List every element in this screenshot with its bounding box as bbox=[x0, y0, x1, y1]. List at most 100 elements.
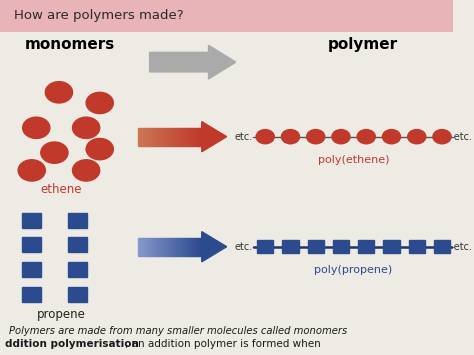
Bar bbox=[68, 262, 87, 277]
Circle shape bbox=[41, 142, 68, 163]
Circle shape bbox=[383, 130, 401, 144]
Polygon shape bbox=[169, 128, 170, 146]
Polygon shape bbox=[199, 238, 200, 256]
Bar bbox=[333, 240, 349, 253]
Bar bbox=[22, 287, 41, 302]
Polygon shape bbox=[144, 238, 145, 256]
Polygon shape bbox=[152, 238, 153, 256]
Circle shape bbox=[332, 130, 350, 144]
Polygon shape bbox=[184, 238, 185, 256]
Circle shape bbox=[433, 130, 451, 144]
Circle shape bbox=[408, 130, 426, 144]
Polygon shape bbox=[182, 128, 184, 146]
Polygon shape bbox=[155, 128, 156, 146]
Polygon shape bbox=[187, 128, 188, 146]
Polygon shape bbox=[164, 128, 165, 146]
Polygon shape bbox=[196, 128, 198, 146]
Polygon shape bbox=[161, 238, 162, 256]
Polygon shape bbox=[165, 128, 166, 146]
Polygon shape bbox=[172, 238, 173, 256]
Polygon shape bbox=[149, 238, 150, 256]
Polygon shape bbox=[140, 238, 141, 256]
Polygon shape bbox=[181, 128, 182, 146]
Polygon shape bbox=[198, 128, 199, 146]
Polygon shape bbox=[200, 238, 201, 256]
Polygon shape bbox=[170, 238, 171, 256]
Polygon shape bbox=[153, 238, 154, 256]
Polygon shape bbox=[151, 128, 152, 146]
Polygon shape bbox=[146, 238, 147, 256]
Polygon shape bbox=[177, 238, 179, 256]
Polygon shape bbox=[145, 128, 146, 146]
Polygon shape bbox=[159, 238, 161, 256]
Circle shape bbox=[18, 160, 46, 181]
Circle shape bbox=[73, 117, 100, 138]
Polygon shape bbox=[154, 128, 155, 146]
Polygon shape bbox=[163, 238, 164, 256]
Circle shape bbox=[86, 92, 113, 114]
Polygon shape bbox=[195, 238, 196, 256]
Polygon shape bbox=[138, 128, 139, 146]
Polygon shape bbox=[171, 128, 172, 146]
Polygon shape bbox=[149, 128, 150, 146]
Polygon shape bbox=[155, 238, 156, 256]
Circle shape bbox=[307, 130, 325, 144]
Text: ethene: ethene bbox=[40, 184, 82, 196]
Polygon shape bbox=[191, 128, 192, 146]
Polygon shape bbox=[201, 238, 202, 256]
Text: etc.—: etc.— bbox=[235, 242, 263, 252]
Text: —etc.: —etc. bbox=[444, 242, 472, 252]
Polygon shape bbox=[188, 238, 189, 256]
Polygon shape bbox=[172, 128, 173, 146]
Polygon shape bbox=[175, 128, 176, 146]
Polygon shape bbox=[192, 128, 193, 146]
Polygon shape bbox=[171, 238, 172, 256]
Bar bbox=[434, 240, 450, 253]
Polygon shape bbox=[177, 128, 179, 146]
Polygon shape bbox=[186, 128, 187, 146]
Polygon shape bbox=[157, 238, 158, 256]
Polygon shape bbox=[165, 238, 166, 256]
Bar bbox=[283, 240, 299, 253]
Polygon shape bbox=[198, 238, 199, 256]
Polygon shape bbox=[168, 238, 169, 256]
Polygon shape bbox=[169, 238, 170, 256]
Polygon shape bbox=[193, 128, 194, 146]
Text: monomers: monomers bbox=[25, 37, 115, 52]
Polygon shape bbox=[173, 128, 174, 146]
Bar bbox=[383, 240, 400, 253]
Circle shape bbox=[282, 130, 300, 144]
Polygon shape bbox=[201, 128, 202, 146]
Text: ddition polymerisation: ddition polymerisation bbox=[5, 339, 138, 349]
Text: poly(propene): poly(propene) bbox=[314, 265, 393, 275]
Bar bbox=[22, 237, 41, 252]
Text: etc.—: etc.— bbox=[235, 132, 263, 142]
Polygon shape bbox=[141, 128, 143, 146]
Text: —etc.: —etc. bbox=[444, 132, 472, 142]
Polygon shape bbox=[158, 128, 159, 146]
Polygon shape bbox=[189, 128, 190, 146]
Polygon shape bbox=[175, 238, 176, 256]
Polygon shape bbox=[182, 238, 184, 256]
Circle shape bbox=[357, 130, 375, 144]
Polygon shape bbox=[167, 128, 168, 146]
Circle shape bbox=[46, 82, 73, 103]
Polygon shape bbox=[193, 238, 194, 256]
Polygon shape bbox=[180, 238, 181, 256]
Polygon shape bbox=[156, 128, 157, 146]
Polygon shape bbox=[150, 128, 151, 146]
Polygon shape bbox=[158, 238, 159, 256]
Polygon shape bbox=[140, 128, 141, 146]
Polygon shape bbox=[148, 128, 149, 146]
Polygon shape bbox=[145, 238, 146, 256]
Polygon shape bbox=[150, 238, 151, 256]
Text: , an addition polymer is formed when: , an addition polymer is formed when bbox=[125, 339, 320, 349]
Circle shape bbox=[73, 160, 100, 181]
Text: polymer: polymer bbox=[328, 37, 398, 52]
Polygon shape bbox=[170, 128, 171, 146]
Polygon shape bbox=[202, 121, 227, 152]
Bar bbox=[308, 240, 324, 253]
Polygon shape bbox=[152, 128, 153, 146]
Polygon shape bbox=[190, 128, 191, 146]
Bar bbox=[22, 213, 41, 228]
